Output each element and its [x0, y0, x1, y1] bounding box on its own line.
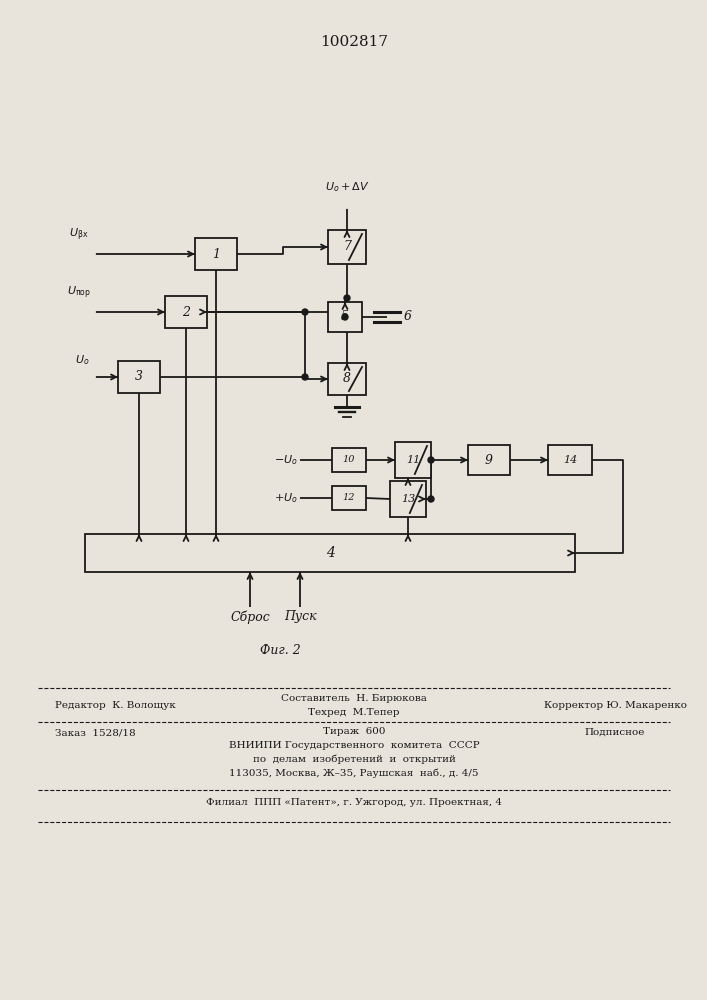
Bar — [548, 445, 592, 475]
Text: по  делам  изобретений  и  открытий: по делам изобретений и открытий — [252, 755, 455, 764]
Text: Корректор Ю. Макаренко: Корректор Ю. Макаренко — [544, 700, 686, 710]
Bar — [328, 230, 366, 264]
Circle shape — [87, 308, 95, 316]
Bar — [328, 302, 362, 332]
Text: 1: 1 — [212, 247, 220, 260]
Text: Тираж  600: Тираж 600 — [323, 727, 385, 736]
Text: Заказ  1528/18: Заказ 1528/18 — [55, 728, 136, 737]
Text: 1002817: 1002817 — [320, 35, 388, 49]
Text: $U_{\rm \beta x}$: $U_{\rm \beta x}$ — [69, 227, 88, 243]
Text: 6: 6 — [404, 310, 412, 324]
Bar — [390, 481, 426, 517]
Text: 13: 13 — [401, 494, 415, 504]
Text: 3: 3 — [135, 370, 143, 383]
Text: Сброс: Сброс — [230, 610, 270, 624]
Text: 9: 9 — [485, 454, 493, 466]
Circle shape — [344, 295, 350, 301]
Circle shape — [302, 309, 308, 315]
Text: 8: 8 — [343, 372, 351, 385]
Bar — [332, 448, 366, 472]
Text: $+U_o$: $+U_o$ — [274, 491, 298, 505]
Circle shape — [343, 200, 351, 208]
Text: $-U_o$: $-U_o$ — [274, 453, 298, 467]
Text: Подписное: Подписное — [585, 728, 645, 737]
Text: 10: 10 — [343, 456, 355, 464]
Text: Пуск: Пуск — [284, 610, 316, 623]
Text: 4: 4 — [325, 546, 334, 560]
Bar — [85, 534, 575, 572]
Text: Филиал  ППП «Патент», г. Ужгород, ул. Проектная, 4: Филиал ППП «Патент», г. Ужгород, ул. Про… — [206, 798, 502, 807]
Text: 14: 14 — [563, 455, 577, 465]
Bar — [195, 238, 237, 270]
Text: 2: 2 — [182, 306, 190, 318]
Text: $U_o + \Delta V$: $U_o + \Delta V$ — [325, 180, 369, 194]
Bar — [118, 361, 160, 393]
Text: 113035, Москва, Ж–35, Раушская  наб., д. 4/5: 113035, Москва, Ж–35, Раушская наб., д. … — [229, 769, 479, 778]
Bar — [395, 442, 431, 478]
Bar — [328, 363, 366, 395]
Text: Составитель  Н. Бирюкова: Составитель Н. Бирюкова — [281, 694, 427, 703]
Text: $U_o$: $U_o$ — [75, 353, 89, 367]
Text: 5: 5 — [341, 310, 349, 324]
Circle shape — [302, 374, 308, 380]
Text: 11: 11 — [406, 455, 420, 465]
Text: 7: 7 — [343, 240, 351, 253]
Circle shape — [428, 457, 434, 463]
Text: Фиг. 2: Фиг. 2 — [259, 644, 300, 657]
Circle shape — [342, 314, 348, 320]
Text: 12: 12 — [343, 493, 355, 502]
Bar — [468, 445, 510, 475]
Text: ВНИИПИ Государственного  комитета  СССР: ВНИИПИ Государственного комитета СССР — [228, 741, 479, 750]
Circle shape — [87, 250, 95, 258]
Bar — [165, 296, 207, 328]
Circle shape — [428, 496, 434, 502]
Text: $U_{\rm \pi op}$: $U_{\rm \pi op}$ — [67, 285, 91, 301]
Circle shape — [87, 373, 95, 381]
Bar — [332, 486, 366, 510]
Text: Техред  М.Тепер: Техред М.Тепер — [308, 708, 399, 717]
Text: Редактор  К. Волощук: Редактор К. Волощук — [55, 700, 176, 710]
